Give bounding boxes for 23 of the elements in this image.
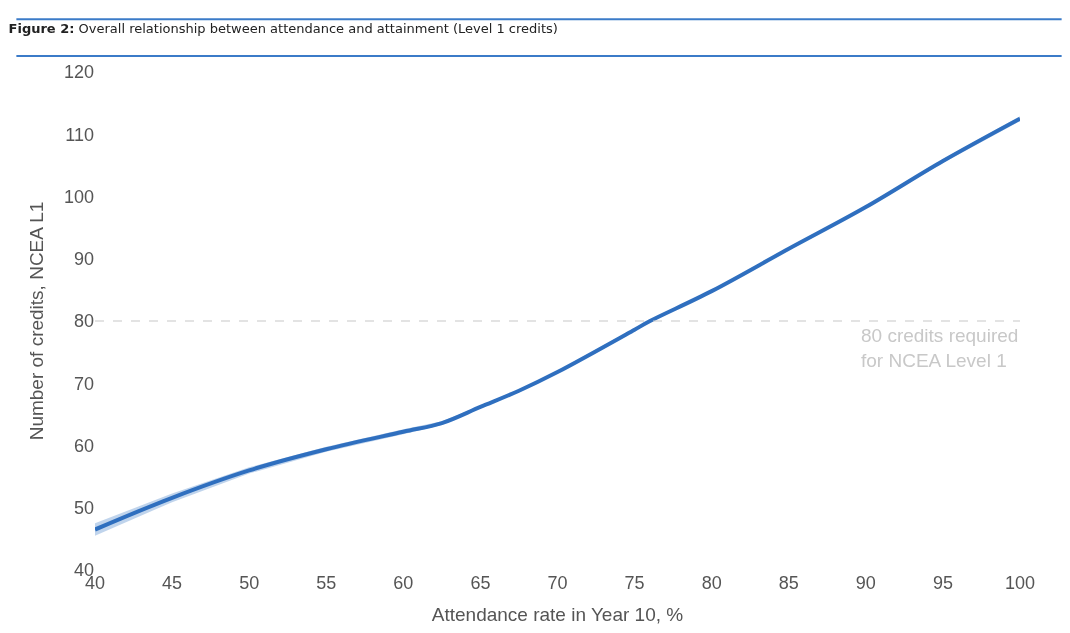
- y-axis-title: Number of credits, NCEA L1: [25, 201, 47, 441]
- x-tick-label: 65: [470, 573, 491, 593]
- y-tick-label: 120: [63, 62, 94, 83]
- y-tick-label: 100: [63, 186, 94, 207]
- x-tick-label: 70: [547, 573, 568, 593]
- x-tick-label: 85: [778, 573, 799, 593]
- y-tick-label: 60: [73, 435, 94, 456]
- x-axis-title: Attendance rate in Year 10, %: [431, 603, 684, 625]
- x-tick-label: 75: [624, 573, 645, 593]
- x-tick-label: 100: [1004, 573, 1036, 593]
- x-tick-label: 45: [162, 573, 183, 593]
- y-tick-label: 110: [65, 124, 94, 145]
- y-tick-label: 70: [73, 373, 94, 394]
- y-tick-label: 80: [73, 311, 94, 332]
- x-tick-label: 80: [701, 573, 722, 593]
- x-tick-label: 60: [393, 573, 414, 593]
- x-tick-label: 55: [316, 573, 337, 593]
- chart-title: Figure 2: Overall relationship between attendance and attainment (Level 1 credits): [8, 21, 558, 37]
- y-tick-label: 90: [73, 249, 94, 270]
- x-tick-label: 50: [239, 573, 260, 593]
- x-tick-label: 90: [855, 573, 876, 593]
- y-tick-label: 50: [73, 498, 94, 519]
- x-tick-label: 95: [932, 573, 953, 593]
